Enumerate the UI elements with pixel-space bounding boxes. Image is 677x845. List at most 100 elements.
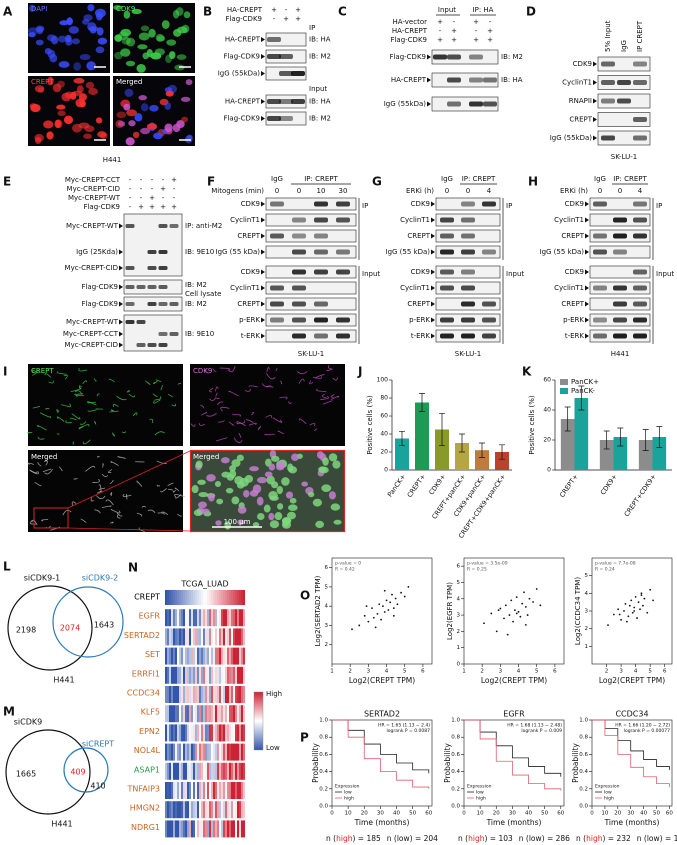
heat-cell: [189, 782, 191, 799]
heat-cell: [223, 628, 225, 646]
nucleus: [166, 39, 177, 46]
y-tick-label: 60: [543, 377, 551, 384]
label: +: [149, 203, 155, 211]
heat-cell: [223, 743, 225, 761]
bar: [599, 440, 614, 470]
label: Flag-CDK9: [83, 203, 120, 211]
label: SK-LU-1: [611, 153, 637, 161]
heat-cell: [179, 705, 181, 723]
heat-cell: [203, 590, 205, 605]
tissue-strand: [190, 423, 196, 427]
cell: [256, 496, 264, 506]
error-bar: [578, 385, 585, 411]
cell: [243, 489, 250, 498]
blot-label: p-ERK: [409, 316, 430, 324]
heat-cell: [165, 743, 167, 761]
point: [378, 603, 381, 606]
label: +: [451, 27, 457, 35]
heat-cell: [227, 609, 229, 627]
band: [279, 99, 293, 104]
venn-set: [5, 729, 91, 815]
heat-cell: [211, 590, 213, 605]
stat-annotation: HR = 1.65 (1.13 − 2.4): [378, 723, 430, 729]
heat-cell: [237, 647, 239, 665]
heat-cell: [187, 590, 189, 605]
heat-cell: [243, 628, 245, 646]
blot: [597, 56, 651, 72]
heat-cell: [211, 724, 213, 742]
band: [270, 317, 284, 323]
heat-cell: [175, 724, 177, 742]
cell: [191, 485, 199, 494]
y-tick-label: 1.0: [579, 718, 588, 724]
blot-label: CyclinT1: [230, 216, 260, 224]
tissue-strand: [160, 385, 163, 391]
heat-cell: [237, 743, 239, 761]
nucleus: [121, 37, 131, 45]
heat-cell: [209, 686, 211, 703]
cell: [193, 509, 203, 517]
label: IP: [506, 202, 512, 210]
heat-cell: [165, 590, 167, 605]
bar: [574, 398, 589, 470]
label: -: [151, 185, 154, 193]
legend-label: low: [476, 790, 484, 796]
heat-cell: [205, 782, 207, 799]
heat-cell: [203, 801, 205, 819]
heat-cell: [165, 647, 167, 665]
y-axis-title: Log2(EGFR TPM): [446, 582, 454, 640]
x-tick-label: CDK9+: [599, 473, 619, 497]
point: [387, 609, 390, 611]
band: [461, 233, 475, 239]
panel-letter: O: [300, 589, 310, 603]
heat-cell: [171, 647, 173, 665]
gene-label: SET: [145, 650, 160, 659]
heat-cell: [199, 724, 201, 742]
heat-cell: [167, 801, 169, 819]
cell: [322, 457, 329, 466]
arrow: [431, 333, 435, 339]
heat-cell: [203, 609, 205, 627]
point: [623, 610, 625, 612]
blot: [265, 32, 307, 47]
nucleus: [97, 37, 108, 45]
tissue-strand: [309, 380, 314, 385]
heat-cell: [229, 705, 231, 723]
label: 10: [317, 187, 326, 195]
heat-cell: [225, 590, 227, 605]
heat-cell: [233, 782, 235, 799]
heat-cell: [209, 743, 211, 761]
band: [613, 249, 627, 255]
heat-cell: [227, 743, 229, 761]
tissue-strand: [74, 393, 85, 397]
arrow: [593, 80, 597, 85]
heat-cell: [205, 686, 207, 703]
arrow: [261, 116, 265, 121]
heat-cell: [225, 820, 227, 838]
blot-label: CREPT: [561, 300, 584, 308]
tissue-strand: [322, 393, 327, 399]
point: [633, 610, 636, 612]
point: [396, 603, 399, 606]
tissue-strand: [216, 437, 228, 442]
heat-cell: [225, 647, 227, 665]
label: High: [266, 690, 282, 698]
band: [136, 343, 146, 347]
heat-cell: [199, 782, 201, 799]
x-axis-title: Time (months): [604, 818, 660, 827]
heat-cell: [243, 666, 245, 684]
nucleus: [142, 52, 149, 60]
band: [601, 61, 615, 67]
heat-cell: [183, 686, 185, 703]
band: [314, 249, 328, 255]
band: [633, 135, 647, 141]
nucleus: [180, 96, 191, 102]
arrow: [261, 71, 265, 76]
band: [279, 116, 293, 121]
heat-cell: [177, 724, 179, 742]
heat-cell: [225, 609, 227, 627]
nucleus: [63, 115, 74, 125]
heat-cell: [217, 647, 219, 665]
tissue-strand: [63, 374, 68, 380]
nucleus: [95, 46, 105, 54]
